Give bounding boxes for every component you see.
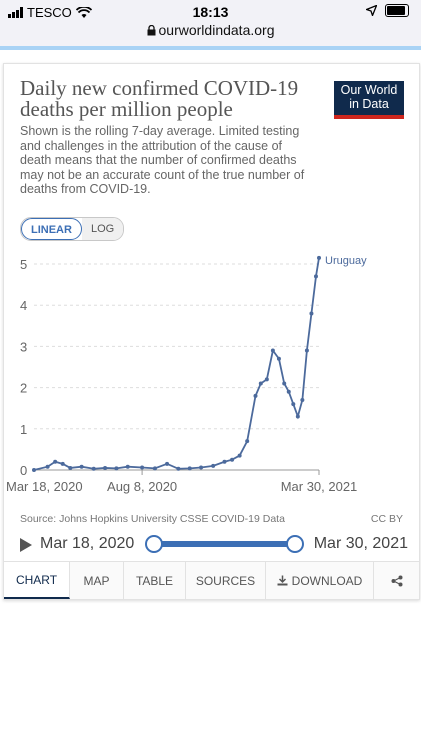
data-point xyxy=(222,459,227,464)
data-point xyxy=(237,453,242,458)
series-label-uruguay: Uruguay xyxy=(325,255,367,267)
data-point xyxy=(176,466,181,471)
timeline-end-handle[interactable] xyxy=(286,535,304,553)
carrier-name: TESCO xyxy=(27,5,72,20)
tab-chart-label: CHART xyxy=(15,572,58,587)
tab-chart[interactable]: CHART xyxy=(4,562,70,599)
data-point xyxy=(187,466,192,471)
data-point xyxy=(45,464,50,469)
play-icon[interactable] xyxy=(20,538,32,552)
tab-table[interactable]: TABLE xyxy=(124,562,186,599)
license-link[interactable]: CC BY xyxy=(370,513,403,525)
data-point xyxy=(140,465,145,470)
chart-card: Daily new confirmed COVID-19 deaths per … xyxy=(3,63,420,600)
data-point xyxy=(199,465,204,470)
source-note[interactable]: Source: Johns Hopkins University CSSE CO… xyxy=(20,513,285,525)
data-point xyxy=(68,465,73,470)
data-point xyxy=(79,464,84,469)
chart-title: Daily new confirmed COVID-19 deaths per … xyxy=(20,76,299,121)
wifi-icon xyxy=(75,6,92,18)
x-tick-label: Mar 30, 2021 xyxy=(281,479,358,494)
tab-download-label: DOWNLOAD xyxy=(291,573,363,588)
data-point xyxy=(125,464,130,469)
data-point xyxy=(300,397,305,402)
x-tick-label: Aug 8, 2020 xyxy=(107,479,177,494)
address-bar[interactable]: ourworldindata.org xyxy=(0,22,421,38)
data-point xyxy=(309,311,314,316)
tab-download[interactable]: DOWNLOAD xyxy=(266,562,374,599)
signal-icon xyxy=(8,7,23,18)
data-point xyxy=(103,465,108,470)
data-point xyxy=(286,389,291,394)
logo-line-1: Our World xyxy=(340,83,398,97)
data-point xyxy=(276,356,281,361)
share-icon xyxy=(391,575,402,586)
data-point xyxy=(304,348,309,353)
log-scale-button[interactable]: LOG xyxy=(81,218,124,240)
data-point xyxy=(295,414,300,419)
logo-line-2: in Data xyxy=(349,97,389,111)
tab-map-label: MAP xyxy=(83,573,110,588)
data-point xyxy=(317,255,321,260)
data-point xyxy=(230,457,235,462)
data-point xyxy=(264,377,269,382)
series-line-uruguay xyxy=(33,257,320,471)
share-button[interactable] xyxy=(374,562,419,599)
location-arrow-icon xyxy=(366,5,377,16)
x-tick-label: Mar 18, 2020 xyxy=(6,479,83,494)
timeline-end-label: Mar 30, 2021 xyxy=(313,535,408,552)
data-point xyxy=(91,466,96,471)
data-point xyxy=(270,348,275,353)
line-chart[interactable]: 0 1 2 3 4 5 Mar 18, 2020 Aug 8, 2020 Mar 30, 202… xyxy=(4,244,419,499)
timeline-start-label: Mar 18, 2020 xyxy=(40,535,135,552)
data-point xyxy=(258,381,263,386)
data-point xyxy=(211,463,216,468)
data-point xyxy=(291,402,296,407)
download-icon xyxy=(277,575,288,586)
data-point xyxy=(282,381,287,386)
carrier-status: TESCO xyxy=(8,5,92,20)
chart-tabs: CHART MAP TABLE SOURCES DOWNLOAD xyxy=(4,561,419,599)
timeline-track[interactable] xyxy=(151,541,293,547)
timeline: Mar 18, 2020 Mar 30, 2021 xyxy=(18,532,408,558)
scale-toggle: LINEAR LOG xyxy=(20,217,125,241)
data-point xyxy=(60,461,65,466)
owid-logo[interactable]: Our World in Data xyxy=(334,81,404,119)
tab-map[interactable]: MAP xyxy=(70,562,124,599)
data-point xyxy=(253,393,258,398)
data-point xyxy=(114,466,119,471)
data-point xyxy=(313,274,318,279)
status-right xyxy=(366,4,409,17)
y-tick-label: 1 xyxy=(20,422,27,437)
status-bar: TESCO 18:13 ourworldindata.org xyxy=(0,0,421,50)
data-point xyxy=(152,466,157,471)
lock-icon xyxy=(147,24,156,36)
y-tick-label: 3 xyxy=(20,339,27,354)
tab-sources[interactable]: SOURCES xyxy=(186,562,266,599)
tab-sources-label: SOURCES xyxy=(195,573,256,588)
data-point xyxy=(32,468,36,472)
data-point xyxy=(165,461,170,466)
timeline-start-handle[interactable] xyxy=(145,535,163,553)
tab-table-label: TABLE xyxy=(135,573,174,588)
url-text: ourworldindata.org xyxy=(158,22,275,38)
battery-icon xyxy=(385,4,409,17)
linear-scale-button[interactable]: LINEAR xyxy=(21,218,82,240)
data-point xyxy=(53,459,58,464)
y-tick-label: 2 xyxy=(20,381,27,396)
chart-subtitle: Shown is the rolling 7-day average. Limi… xyxy=(20,124,305,196)
data-point xyxy=(245,439,250,444)
y-tick-label: 5 xyxy=(20,257,27,272)
clock: 18:13 xyxy=(192,4,229,20)
y-tick-label: 0 xyxy=(20,463,27,478)
y-tick-label: 4 xyxy=(20,298,27,313)
page-load-bar xyxy=(0,46,421,50)
